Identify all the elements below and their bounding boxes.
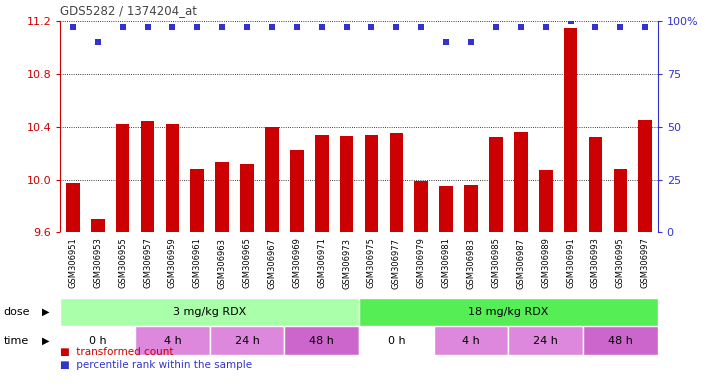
Text: ■  percentile rank within the sample: ■ percentile rank within the sample (60, 360, 252, 370)
Point (391, 25, 402, 31)
Text: GSM306951: GSM306951 (68, 238, 77, 288)
Text: GSM306987: GSM306987 (516, 238, 525, 288)
Text: GSM306985: GSM306985 (491, 238, 501, 288)
Text: GSM306979: GSM306979 (417, 238, 426, 288)
Point (141, 25, 154, 31)
Bar (614, 169, 627, 384)
Bar (359, 298, 658, 326)
Bar (514, 132, 528, 384)
Bar (240, 164, 254, 384)
Point (316, 25, 327, 31)
Point (540, 25, 551, 31)
Point (67, 25, 78, 31)
Point (191, 25, 203, 31)
Text: GSM306989: GSM306989 (541, 238, 550, 288)
Text: 0 h: 0 h (89, 336, 107, 346)
Point (565, 18, 576, 24)
Bar (340, 136, 353, 384)
Text: ▶: ▶ (41, 336, 49, 346)
Bar (135, 326, 210, 355)
Text: GSM306961: GSM306961 (193, 238, 202, 288)
Bar (284, 326, 359, 355)
Bar (564, 28, 577, 384)
Text: GSM306971: GSM306971 (317, 238, 326, 288)
Text: GSM306977: GSM306977 (392, 238, 401, 288)
Text: GSM306993: GSM306993 (591, 238, 600, 288)
Bar (116, 124, 129, 384)
Bar (508, 326, 583, 355)
Text: GSM306959: GSM306959 (168, 238, 177, 288)
Bar (464, 185, 478, 384)
Bar (191, 169, 204, 384)
Text: GSM306965: GSM306965 (242, 238, 252, 288)
Bar (166, 124, 179, 384)
Bar (60, 326, 135, 355)
Text: GSM306955: GSM306955 (118, 238, 127, 288)
Text: 0 h: 0 h (387, 336, 405, 346)
Text: ▶: ▶ (41, 307, 49, 317)
Point (440, 39, 452, 45)
Text: GDS5282 / 1374204_at: GDS5282 / 1374204_at (60, 4, 198, 17)
Point (166, 25, 178, 31)
Point (92, 39, 104, 45)
Bar (439, 186, 453, 384)
Text: 48 h: 48 h (608, 336, 633, 346)
Text: GSM306957: GSM306957 (143, 238, 152, 288)
Bar (489, 137, 503, 384)
Text: 4 h: 4 h (164, 336, 181, 346)
Text: GSM306983: GSM306983 (466, 238, 476, 288)
Text: GSM306991: GSM306991 (566, 238, 575, 288)
Bar (60, 298, 359, 326)
Bar (638, 120, 652, 384)
Bar (415, 181, 428, 384)
Point (415, 25, 427, 31)
Bar (210, 326, 284, 355)
Text: 48 h: 48 h (309, 336, 334, 346)
Point (266, 25, 277, 31)
Bar (315, 135, 328, 384)
Text: GSM306963: GSM306963 (218, 238, 227, 288)
Text: dose: dose (4, 307, 30, 317)
Point (639, 25, 651, 31)
Text: time: time (4, 336, 29, 346)
Text: GSM306973: GSM306973 (342, 238, 351, 288)
Bar (215, 162, 229, 384)
Bar (583, 326, 658, 355)
Text: 3 mg/kg RDX: 3 mg/kg RDX (173, 307, 247, 317)
Bar (390, 133, 403, 384)
Point (117, 25, 128, 31)
Point (614, 25, 626, 31)
Text: GSM306953: GSM306953 (93, 238, 102, 288)
Bar (141, 121, 154, 384)
Bar (365, 135, 378, 384)
Text: ■  transformed count: ■ transformed count (60, 347, 174, 358)
Text: GSM306995: GSM306995 (616, 238, 625, 288)
Bar (265, 127, 279, 384)
Point (241, 25, 253, 31)
Text: 24 h: 24 h (235, 336, 260, 346)
Text: 24 h: 24 h (533, 336, 558, 346)
Text: GSM306969: GSM306969 (292, 238, 301, 288)
Text: GSM306975: GSM306975 (367, 238, 376, 288)
Point (465, 39, 476, 45)
Bar (434, 326, 508, 355)
Point (341, 25, 352, 31)
Text: GSM306997: GSM306997 (641, 238, 650, 288)
Bar (539, 170, 552, 384)
Text: GSM306967: GSM306967 (267, 238, 277, 288)
Text: GSM306981: GSM306981 (442, 238, 451, 288)
Point (490, 25, 501, 31)
Bar (91, 219, 105, 384)
Point (292, 25, 303, 31)
Point (216, 25, 228, 31)
Point (365, 25, 377, 31)
Text: 4 h: 4 h (462, 336, 480, 346)
Bar (589, 137, 602, 384)
Point (589, 25, 601, 31)
Text: 18 mg/kg RDX: 18 mg/kg RDX (468, 307, 549, 317)
Point (515, 25, 526, 31)
Bar (66, 184, 80, 384)
Bar (290, 151, 304, 384)
Bar (359, 326, 434, 355)
